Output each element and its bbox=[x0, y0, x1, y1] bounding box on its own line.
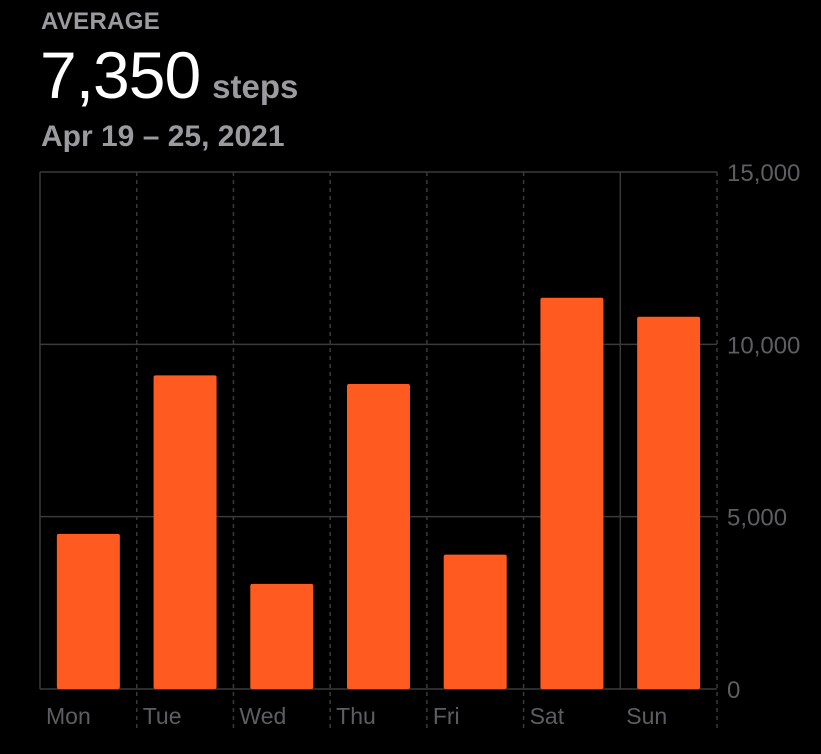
x-category-label-mon: Mon bbox=[46, 703, 91, 729]
x-category-label-sat: Sat bbox=[530, 703, 565, 729]
average-value-row: 7,350 steps bbox=[40, 42, 298, 108]
average-label: AVERAGE bbox=[41, 8, 161, 35]
bar-fri[interactable] bbox=[443, 554, 507, 689]
steps-unit-label: steps bbox=[212, 68, 299, 105]
date-range-label: Apr 19 – 25, 2021 bbox=[41, 120, 285, 153]
x-category-label-fri: Fri bbox=[433, 703, 460, 729]
y-tick-label-1: 5,000 bbox=[727, 505, 787, 532]
bar-wed[interactable] bbox=[250, 583, 314, 689]
y-tick-label-0: 0 bbox=[727, 677, 740, 704]
bar-thu[interactable] bbox=[347, 383, 410, 689]
bar-sun[interactable] bbox=[637, 316, 701, 689]
y-tick-label-2: 10,000 bbox=[727, 332, 800, 359]
x-category-label-thu: Thu bbox=[336, 703, 376, 729]
average-steps-value: 7,350 bbox=[40, 38, 201, 112]
x-category-label-wed: Wed bbox=[239, 703, 286, 729]
x-category-label-sun: Sun bbox=[626, 703, 667, 729]
bar-sat[interactable] bbox=[540, 297, 604, 689]
x-category-label-tue: Tue bbox=[143, 703, 182, 729]
bar-mon[interactable] bbox=[56, 533, 120, 689]
bar-tue[interactable] bbox=[153, 375, 217, 689]
y-tick-label-3: 15,000 bbox=[727, 160, 800, 187]
